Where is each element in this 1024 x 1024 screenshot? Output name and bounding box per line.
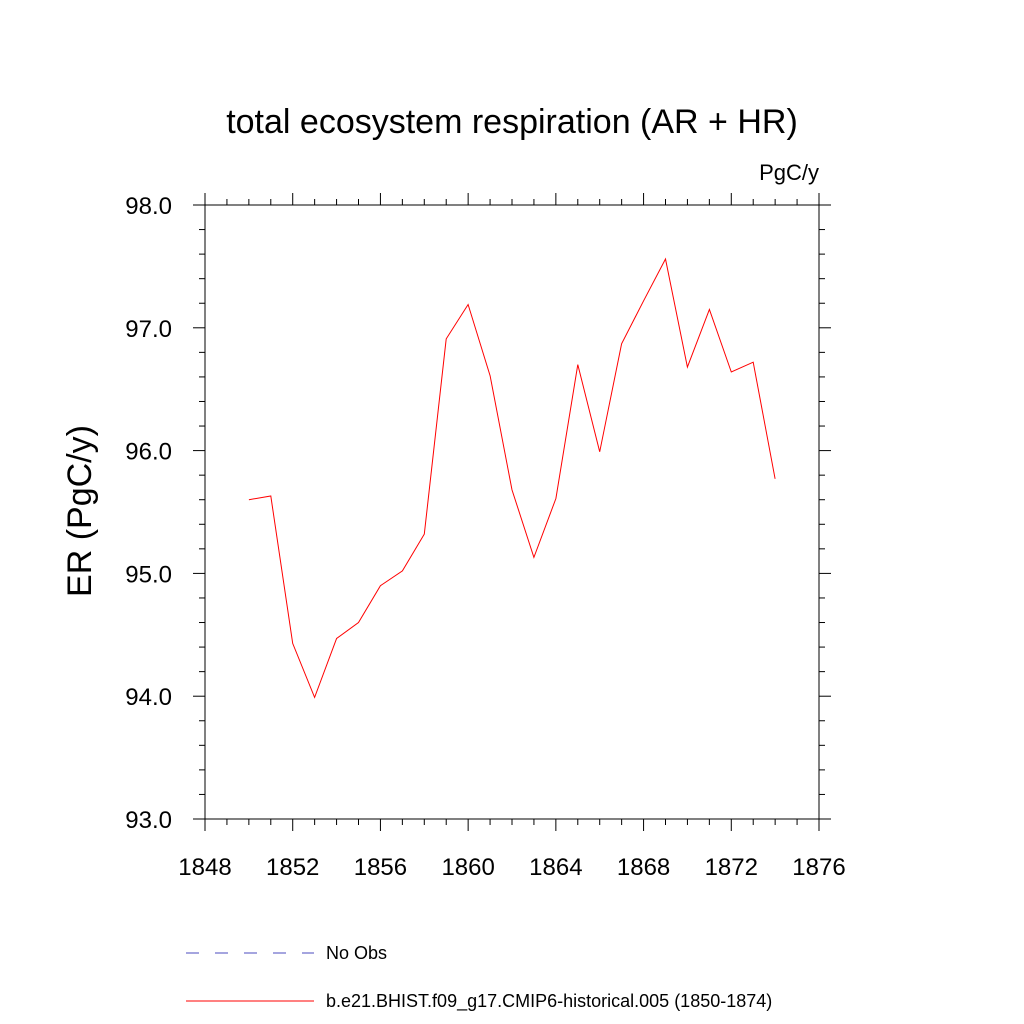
x-tick-label: 1848 — [178, 854, 231, 881]
units-label: PgC/y — [759, 160, 819, 185]
y-tick-label: 96.0 — [125, 439, 172, 466]
x-tick-label: 1876 — [792, 854, 845, 881]
x-tick-label: 1856 — [354, 854, 407, 881]
series-line — [248, 257, 776, 699]
y-tick-label: 93.0 — [125, 807, 172, 834]
y-tick-label: 94.0 — [125, 684, 172, 711]
axes — [204, 204, 820, 820]
y-axis-label: ER (PgC/y) — [61, 425, 99, 597]
series — [248, 257, 776, 699]
x-tick-label: 1872 — [705, 854, 758, 881]
x-tick-label: 1860 — [441, 854, 494, 881]
chart-title: total ecosystem respiration (AR + HR) — [226, 103, 798, 141]
ticks: 1848 1852 1856 1860 1864 1868 1872 1876 93.0 94.0… — [125, 193, 846, 881]
legend: No Obs b.e21.BHIST.f09_g17.CMIP6-histori… — [186, 943, 772, 1012]
x-tick-label: 1852 — [266, 854, 319, 881]
y-tick-label: 97.0 — [125, 316, 172, 343]
x-tick-label: 1864 — [529, 854, 582, 881]
legend-label-historical: b.e21.BHIST.f09_g17.CMIP6-historical.005… — [326, 991, 772, 1012]
y-tick-label: 98.0 — [125, 193, 172, 220]
plot-frame — [204, 204, 820, 820]
y-tick-label: 95.0 — [125, 561, 172, 588]
legend-label-no-obs: No Obs — [326, 943, 387, 963]
x-tick-label: 1868 — [617, 854, 670, 881]
